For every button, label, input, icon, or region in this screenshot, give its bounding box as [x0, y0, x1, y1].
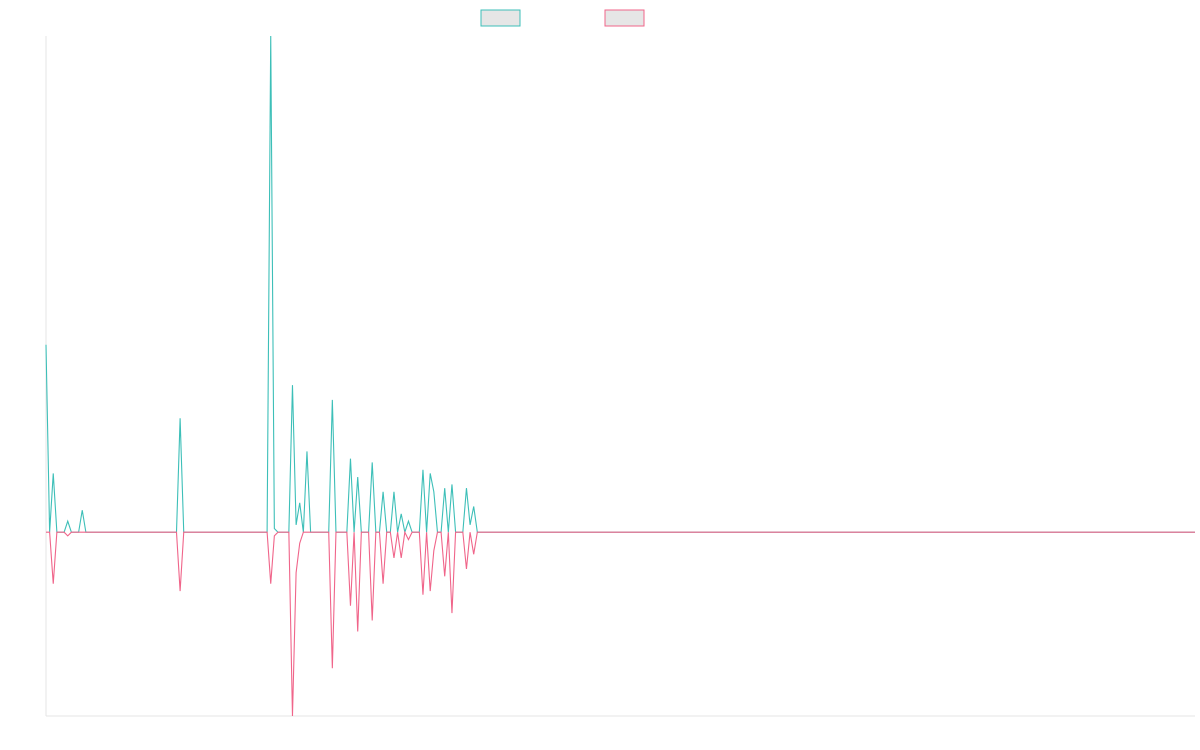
- legend: [480, 9, 645, 27]
- legend-swatch-2[interactable]: [604, 9, 645, 27]
- series-line-2: [46, 530, 1195, 717]
- series-layer: [45, 35, 1195, 717]
- legend-swatch-1[interactable]: [480, 9, 521, 27]
- series-line-1: [45, 35, 1195, 535]
